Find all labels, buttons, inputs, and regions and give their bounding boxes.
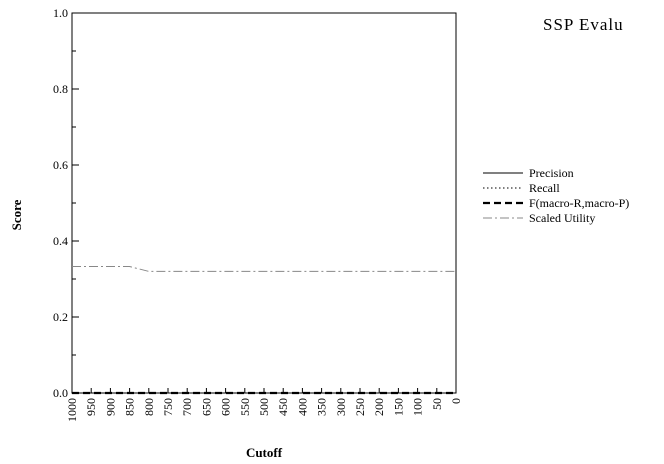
plot-frame bbox=[71, 12, 457, 394]
legend-label: F(macro-R,macro-P) bbox=[529, 196, 629, 210]
x-tick-label: 350 bbox=[315, 398, 329, 416]
x-tick-label: 500 bbox=[257, 398, 271, 416]
legend-label: Recall bbox=[529, 181, 560, 195]
x-tick-label: 200 bbox=[372, 398, 386, 416]
x-tick-label: 1000 bbox=[65, 398, 79, 422]
y-tick-label: 0.4 bbox=[53, 234, 68, 248]
x-axis: 1000 950 900 850 800 750 700 650 600 550 500 450 400… bbox=[65, 388, 463, 422]
x-axis-title: Cutoff bbox=[246, 445, 283, 460]
y-tick-label: 0.2 bbox=[53, 310, 68, 324]
x-tick-label: 50 bbox=[430, 398, 444, 410]
y-tick-label: 0.8 bbox=[53, 82, 68, 96]
x-tick-label: 400 bbox=[295, 398, 309, 416]
series-layer bbox=[72, 266, 456, 395]
x-tick-label: 950 bbox=[84, 398, 98, 416]
x-tick-label: 100 bbox=[411, 398, 425, 416]
y-tick-label: 0.0 bbox=[53, 386, 68, 400]
legend-label: Scaled Utility bbox=[529, 211, 595, 225]
x-tick-label: 150 bbox=[391, 398, 405, 416]
x-tick-label: 550 bbox=[238, 398, 252, 416]
x-tick-label: 800 bbox=[142, 398, 156, 416]
y-tick-label: 0.6 bbox=[53, 158, 68, 172]
series-line-scaled-utility bbox=[72, 266, 456, 272]
x-tick-label: 850 bbox=[123, 398, 137, 416]
legend: PrecisionRecallF(macro-R,macro-P)Scaled … bbox=[483, 166, 629, 225]
x-tick-label: 900 bbox=[103, 398, 117, 416]
y-axis-title: Score bbox=[9, 199, 24, 230]
y-axis: 0.0 0.2 0.4 0.6 0.8 1.0 bbox=[53, 6, 79, 400]
x-tick-label: 650 bbox=[199, 398, 213, 416]
page-header: SSP Evalu bbox=[543, 15, 624, 34]
x-tick-label: 450 bbox=[276, 398, 290, 416]
x-tick-label: 700 bbox=[180, 398, 194, 416]
x-tick-label: 750 bbox=[161, 398, 175, 416]
x-tick-label: 300 bbox=[334, 398, 348, 416]
x-tick-label: 600 bbox=[219, 398, 233, 416]
x-tick-label: 250 bbox=[353, 398, 367, 416]
x-tick-label: 0 bbox=[449, 398, 463, 404]
y-tick-label: 1.0 bbox=[53, 6, 68, 20]
legend-label: Precision bbox=[529, 166, 574, 180]
